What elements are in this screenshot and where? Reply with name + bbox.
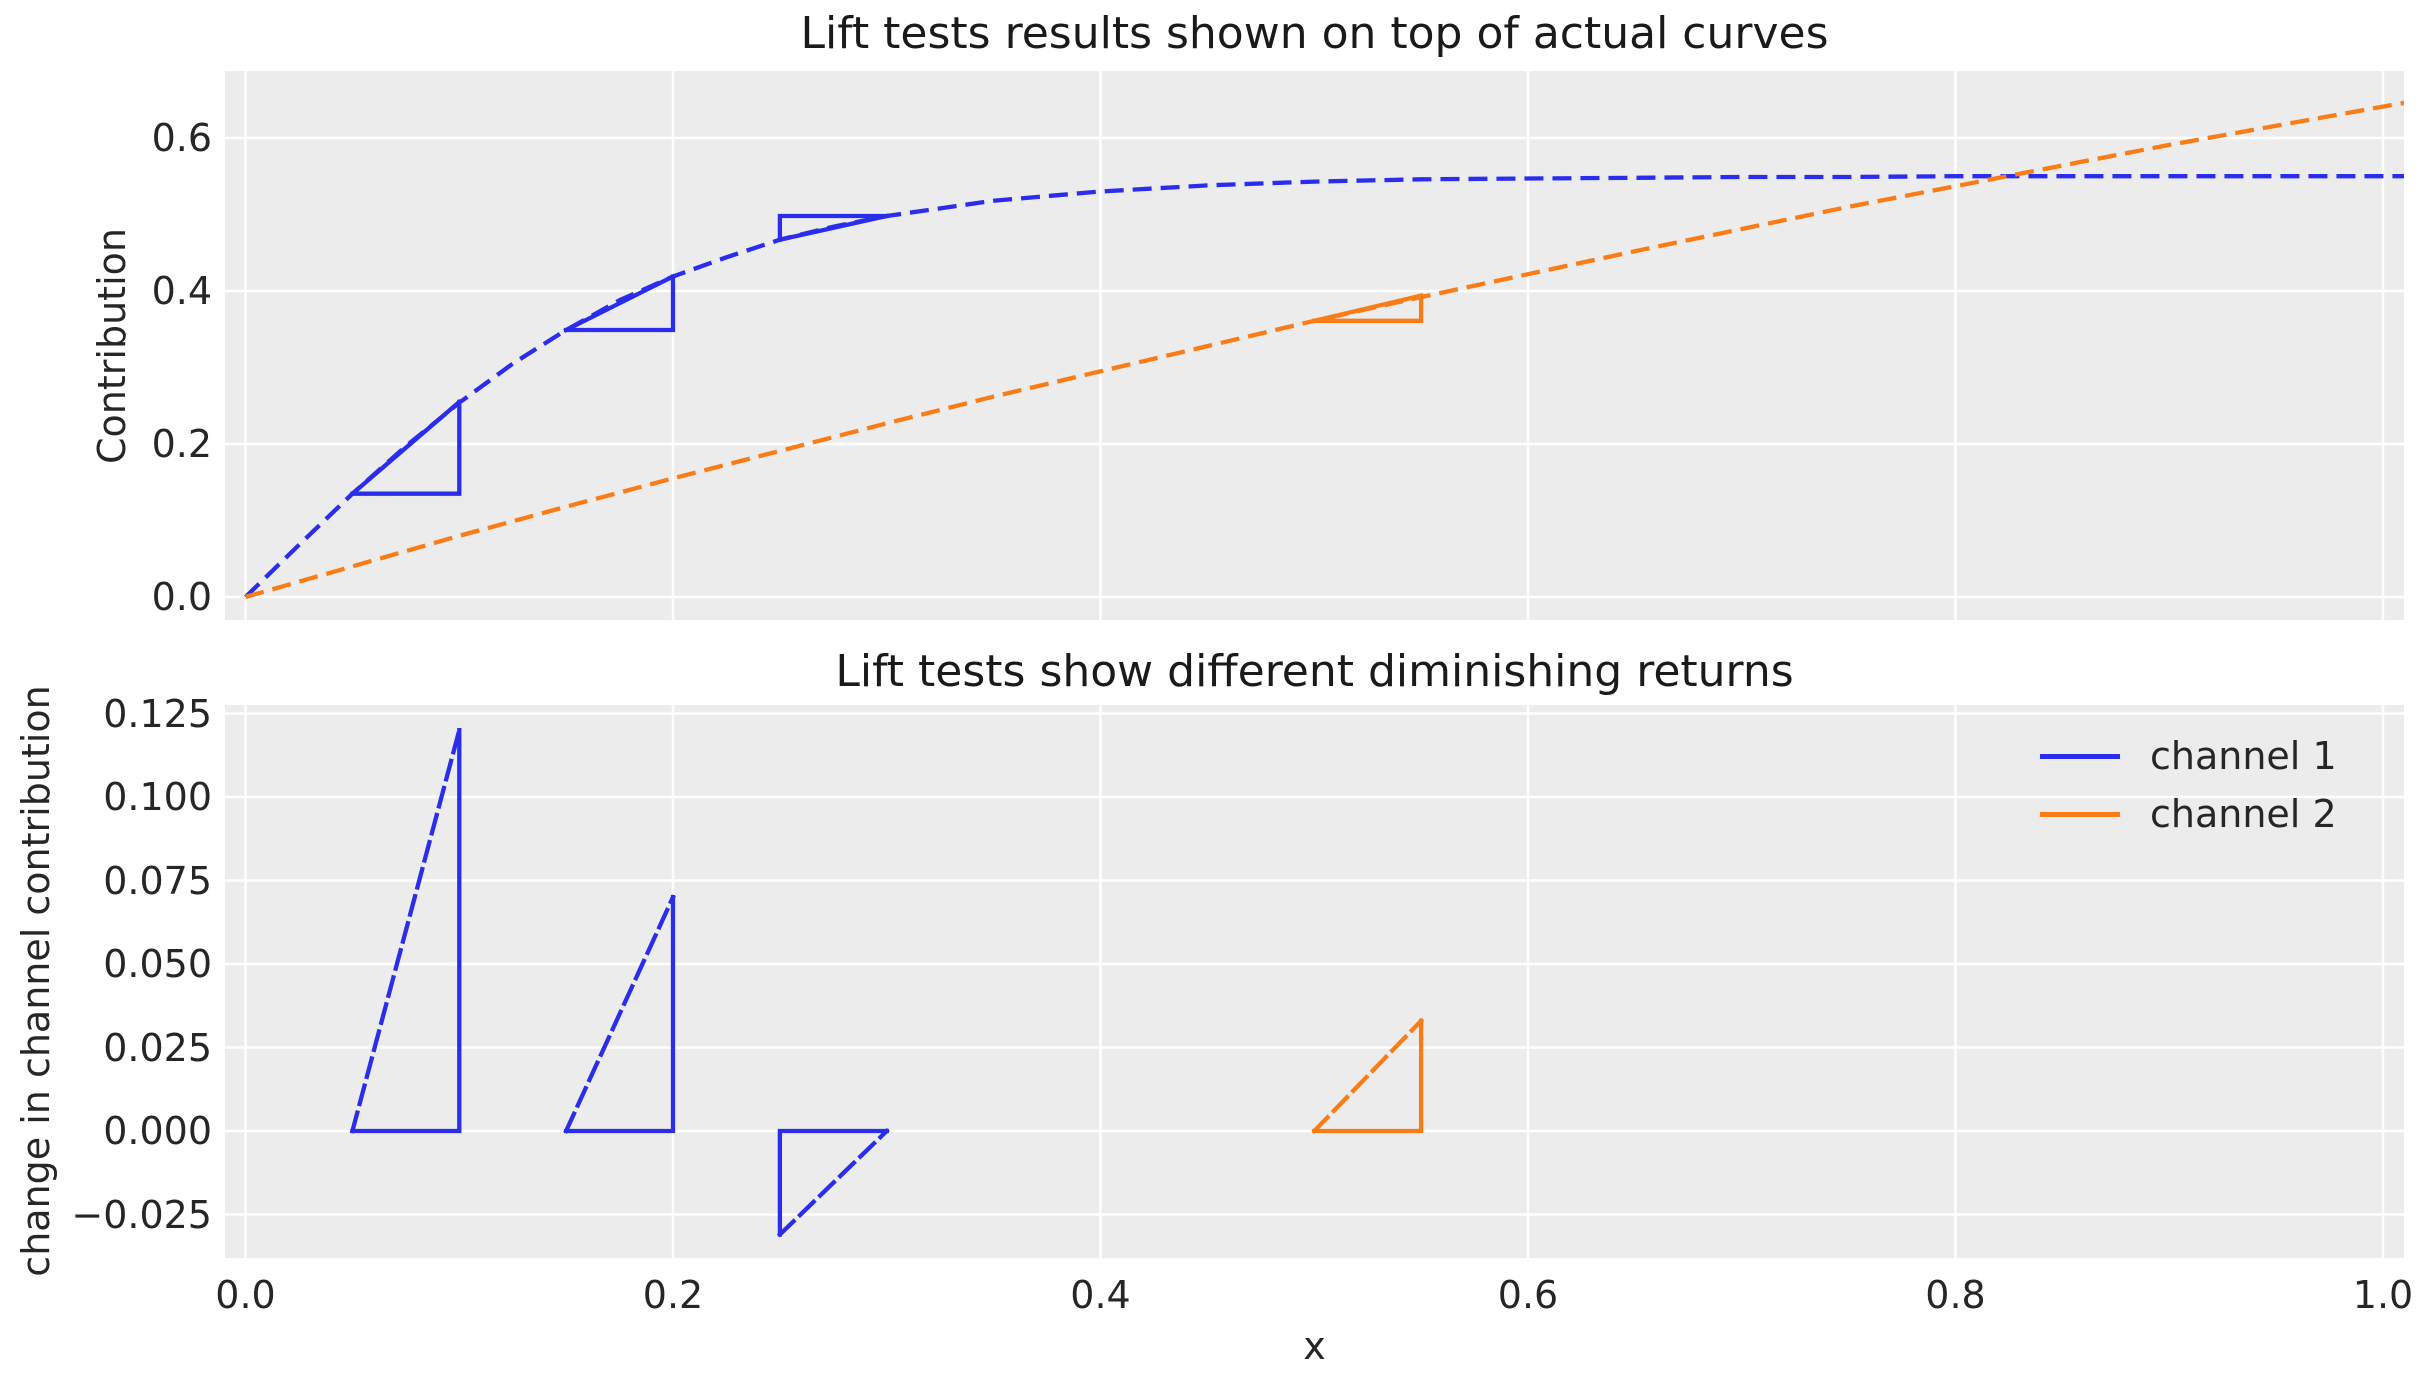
top-y-tick-label: 0.2 [151,422,212,466]
lift-test-2-hypotenuse [563,273,676,333]
x-axis-label: x [1303,1324,1326,1368]
legend-label: channel 1 [2150,734,2337,778]
bottom-y-tick-label: 0.075 [103,858,212,903]
lift-triangle-4-legs [1312,1018,1424,1134]
bottom-y-tick-label: 0.100 [103,775,212,819]
x-tick-label: 0.6 [1497,1273,1559,1317]
x-tick-label: 0.4 [1070,1273,1131,1317]
top-y-tick-label: 0.0 [151,575,212,619]
lift-triangle-1-legs [350,728,462,1134]
bottom-y-tick-label: 0.000 [103,1109,212,1153]
lift-test-3-hypotenuse [777,213,890,243]
top-y-tick-label: 0.6 [151,116,212,160]
legend-label: channel 2 [2150,792,2337,836]
lift-triangle-2-legs [563,895,676,1134]
legend-line-swatch [2040,811,2120,817]
legend: channel 1 channel 2 [2040,727,2337,843]
x-tick-label: 1.0 [2352,1273,2414,1317]
bottom-y-tick-label: −0.025 [71,1192,212,1237]
top-plot [225,71,2404,620]
lift-test-4-hypotenuse [1311,293,1424,324]
bottom-y-tick-label: 0.025 [103,1025,212,1070]
legend-item-channel-2: channel 2 [2040,785,2337,843]
lift-test-3-legs [777,213,889,242]
top-y-tick-label: 0.4 [151,269,212,313]
x-tick-label: 0.2 [642,1273,704,1317]
lift-test-1-legs [350,399,462,496]
top-plot-background [225,71,2404,620]
lift-triangle-1-hypotenuse [349,727,462,1134]
bottom-plot [225,705,2404,1258]
lift-test-1-hypotenuse [349,398,463,497]
lift-triangle-2-hypotenuse [563,894,676,1134]
x-tick-label: 0.8 [1925,1273,1986,1317]
legend-item-channel-1: channel 1 [2040,727,2337,785]
lift-triangle-4-hypotenuse [1311,1017,1425,1135]
bottom-y-tick-label: 0.050 [103,942,212,986]
bottom-y-tick-label: 0.125 [103,691,212,736]
x-tick-label: 0.0 [215,1273,276,1317]
lift-test-4-legs [1312,293,1424,323]
lift-triangle-3-hypotenuse [776,1127,890,1238]
legend-line-swatch [2040,753,2120,759]
top-plot-title: Lift tests results shown on top of actua… [800,8,1829,59]
lift-test-2-legs [563,274,676,333]
channel-1-curve [244,174,2404,599]
bottom-plot-title: Lift tests show different diminishing re… [835,646,1794,697]
lift-triangle-3-legs [777,1128,889,1237]
